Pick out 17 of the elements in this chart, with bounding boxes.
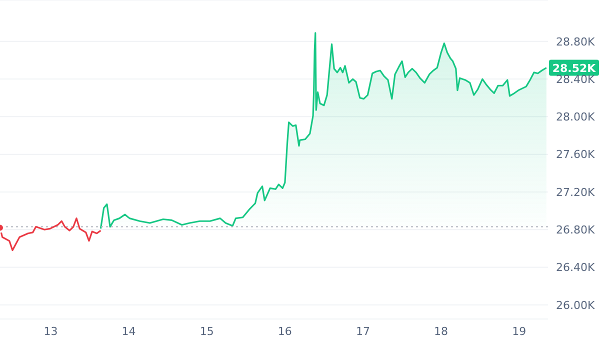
text: 28.52K (552, 62, 596, 75)
y-tick-label: 27.60K (556, 148, 596, 162)
x-tick-label: 14 (122, 324, 136, 338)
y-tick-label: 28.80K (556, 35, 596, 48)
x-tick-label: 17 (356, 324, 370, 338)
y-tick-label: 28.40K (556, 72, 596, 86)
x-tick-label: 19 (512, 324, 526, 338)
x-tick-label: 16 (278, 324, 292, 338)
line-series (0, 218, 102, 252)
x-tick-label: 18 (434, 324, 448, 338)
x-tick-label: 15 (200, 324, 214, 338)
y-tick-label: 27.20K (556, 186, 596, 199)
y-tick-label: 28.00K (556, 110, 596, 124)
y-tick-label: 26.80K (556, 224, 596, 237)
x-tick-label: 13 (44, 324, 58, 338)
y-tick-label: 26.40K (556, 261, 596, 274)
y-tick-label: 26.00K (556, 298, 596, 312)
